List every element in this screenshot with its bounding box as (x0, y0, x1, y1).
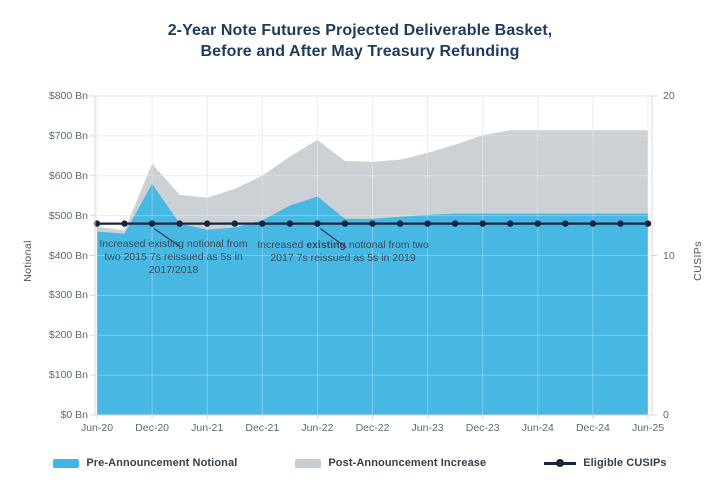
y-axis-tick-label-left: $200 Bn (48, 329, 88, 342)
eligible-cusips-point (534, 220, 541, 227)
legend-item-post-announcement: Post-Announcement Increase (295, 457, 486, 469)
eligible-cusips-point (204, 220, 211, 227)
legend-label-pre-announcement: Pre-Announcement Notional (86, 457, 238, 469)
eligible-cusips-point (314, 220, 321, 227)
y-axis-title-right: CUSIPs (692, 241, 704, 281)
eligible-cusips-point (341, 220, 349, 227)
y-axis-tick-label-left: $400 Bn (48, 249, 88, 262)
eligible-cusips-point (507, 220, 514, 227)
annotation-2015-reissue: Increased existing notional from two 201… (96, 238, 251, 277)
annotation-2015-text: Increased existing notional from two 201… (99, 238, 248, 276)
annotation-2017-bold: existing (306, 239, 346, 251)
eligible-cusips-point (424, 220, 431, 227)
plot-area (90, 95, 657, 419)
eligible-cusips-point (369, 220, 376, 227)
x-axis-tick-label: Jun-24 (521, 422, 554, 434)
chart-title: 2-Year Note Futures Projected Deliverabl… (0, 20, 720, 62)
y-axis-tick-label-right: 0 (663, 409, 669, 421)
y-axis-tick-label-left: $800 Bn (48, 90, 88, 102)
x-axis-tick-label: Jun-21 (191, 422, 224, 434)
x-axis-tick-label: Dec-21 (245, 422, 280, 434)
x-axis-tick-label: Jun-20 (80, 422, 114, 434)
annotation-2017-prefix: Increased (257, 239, 307, 251)
x-axis-tick-label: Dec-20 (135, 422, 170, 434)
eligible-cusips-point (589, 220, 597, 227)
legend-item-pre-announcement: Pre-Announcement Notional (53, 457, 237, 469)
eligible-cusips-point (231, 220, 238, 227)
eligible-cusips-point (286, 220, 294, 227)
legend-label-post-announcement: Post-Announcement Increase (328, 457, 487, 469)
eligible-cusips-point (259, 220, 266, 227)
pre-announcement-swatch-icon (53, 458, 80, 468)
y-axis-tick-label-left: $300 Bn (48, 289, 88, 302)
y-axis-tick-label-left: $600 Bn (48, 169, 88, 182)
cusips-line-dot-icon (544, 459, 577, 468)
legend-label-eligible-cusips: Eligible CUSIPs (583, 457, 667, 469)
y-axis-tick-label-right: 20 (663, 90, 675, 102)
y-axis-tick-label-left: $0 Bn (60, 409, 88, 421)
x-axis-tick-label: Dec-22 (355, 422, 390, 434)
chart-title-line2: Before and After May Treasury Refunding (200, 43, 520, 60)
x-axis-tick-label: Jun-22 (301, 422, 334, 434)
chart-title-line1: 2-Year Note Futures Projected Deliverabl… (167, 22, 553, 39)
pre-announcement-area (97, 183, 648, 415)
y-axis-tick-label-right: 10 (663, 249, 675, 262)
eligible-cusips-point (644, 220, 652, 227)
eligible-cusips-point (451, 220, 459, 227)
y-axis-tick-label-left: $100 Bn (48, 369, 88, 382)
post-announcement-swatch-icon (295, 458, 322, 468)
legend-item-eligible-cusips: Eligible CUSIPs (544, 457, 667, 469)
legend: Pre-Announcement Notional Post-Announcem… (0, 457, 720, 469)
x-axis-tick-label: Jun-25 (631, 422, 665, 434)
annotation-2015-pointer-line (153, 228, 181, 248)
eligible-cusips-point (479, 220, 486, 227)
y-axis-tick-label-left: $700 Bn (48, 129, 88, 142)
eligible-cusips-point (617, 220, 624, 227)
y-axis-tick-label-left: $500 Bn (48, 209, 88, 222)
eligible-cusips-point (148, 220, 156, 227)
annotation-2017-suffix: notional from two 2017 7s reissued as 5s… (270, 239, 429, 264)
annotation-2017-pointer-line (320, 228, 347, 249)
x-axis-tick-label: Dec-23 (465, 422, 500, 434)
eligible-cusips-point (176, 220, 183, 227)
eligible-cusips-point (396, 220, 404, 227)
eligible-cusips-point (562, 220, 569, 227)
x-axis-tick-label: Jun-23 (411, 422, 444, 434)
eligible-cusips-point (121, 220, 128, 227)
annotation-2017-reissue: Increased existing notional from two 201… (257, 239, 429, 265)
x-axis-tick-label: Dec-24 (575, 422, 610, 434)
